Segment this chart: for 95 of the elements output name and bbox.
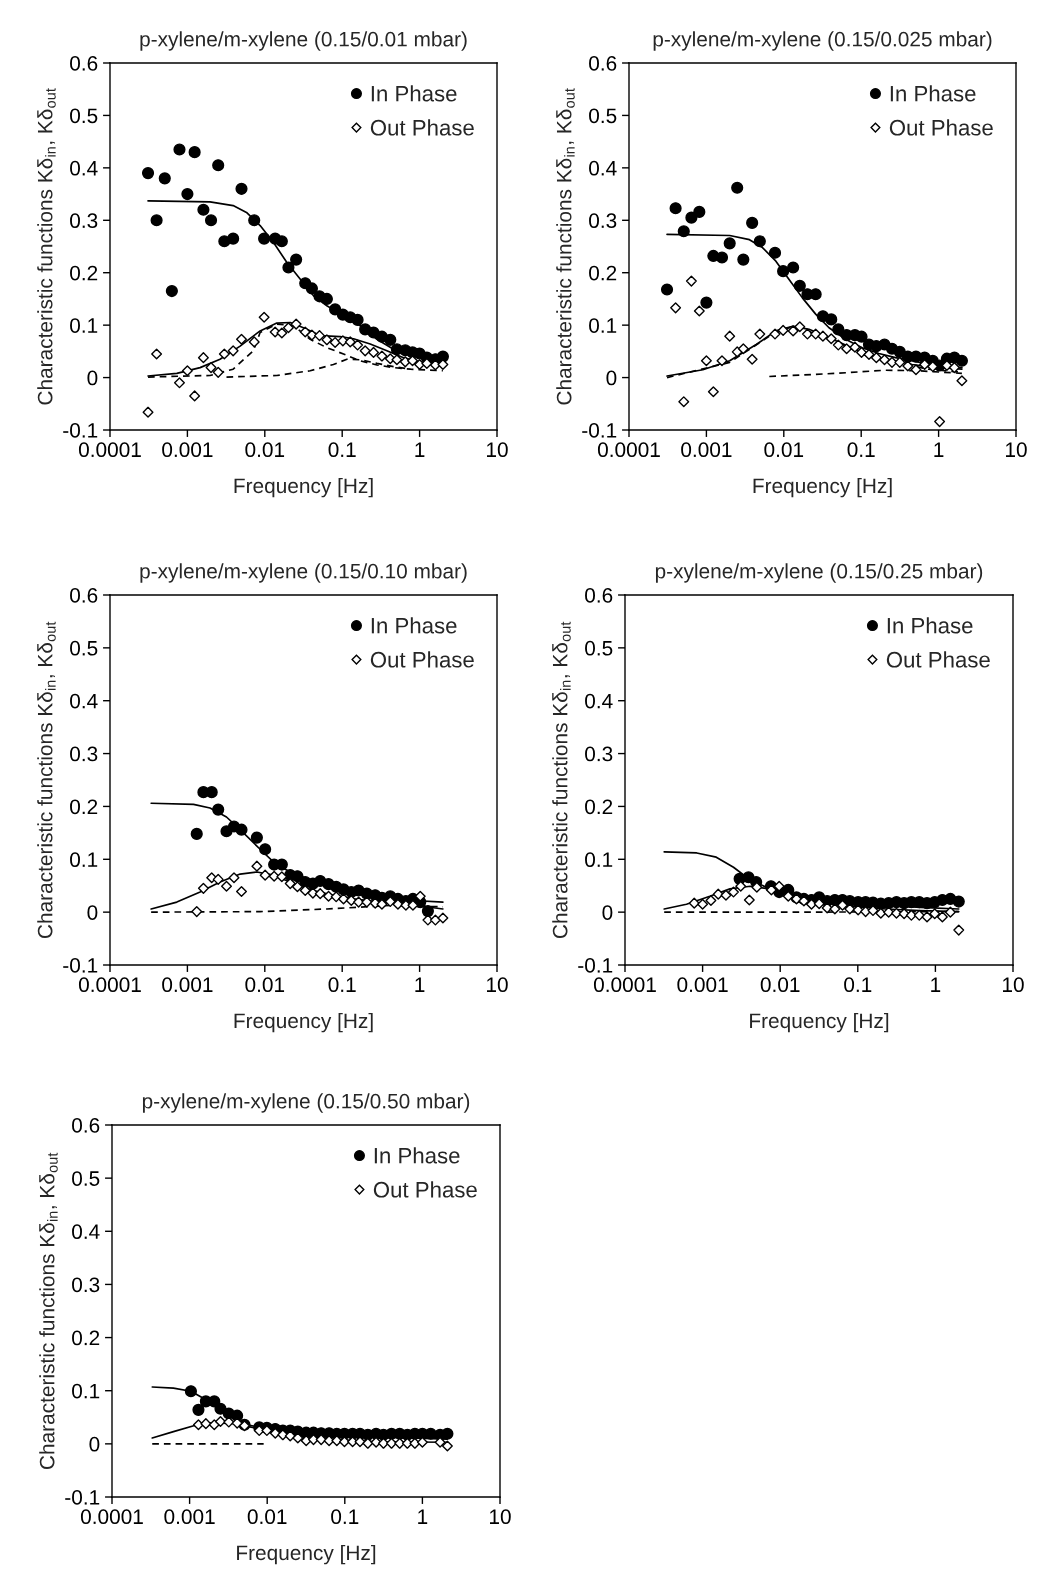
legend-label: In Phase	[371, 617, 457, 634]
x-tick-label: 0.0001	[80, 1509, 143, 1525]
y-tick-label: -0.1	[65, 1490, 100, 1505]
x-tick-label: 0.001	[162, 442, 213, 458]
legend-label: Out Phase	[373, 1181, 477, 1198]
x-tick-label: 10	[487, 442, 508, 458]
x-tick-label: 0.1	[847, 442, 875, 458]
y-tick-label: 0.5	[585, 640, 613, 656]
y-tick-label: 0.3	[70, 746, 98, 762]
x-tick-label: 0.1	[328, 442, 356, 458]
x-tick-label: 1	[931, 977, 941, 992]
y-tick-label: 0.1	[72, 1383, 100, 1399]
legend-label: Out Phase	[370, 119, 474, 136]
x-tick-label: 1	[418, 1509, 428, 1524]
x-tick-label: 0.0001	[593, 977, 656, 993]
chart-title: p-xylene/m-xylene (0.15/0.01 mbar)	[140, 31, 467, 51]
x-tick-label: 0.001	[677, 977, 728, 993]
y-tick-label: -0.1	[63, 958, 98, 973]
x-tick-label: 0.01	[247, 1509, 287, 1525]
y-tick-label: 0.1	[589, 318, 617, 333]
y-tick-label: 0.1	[585, 852, 613, 868]
y-tick-label: 0.6	[70, 588, 98, 603]
x-tick-label: 0.01	[245, 442, 285, 458]
y-tick-label: 0.3	[72, 1277, 100, 1293]
x-axis-title: Frequency [Hz]	[234, 477, 373, 498]
y-tick-label: 0.4	[589, 160, 617, 176]
y-axis-title: Characteristic functions Kδ$_{in}$, Kδ$_{out}$	[37, 621, 56, 938]
legend-label: In Phase	[371, 85, 457, 102]
x-tick-label: 0.001	[162, 977, 213, 993]
y-tick-label: 0.2	[70, 265, 98, 281]
y-tick-label: 0.1	[70, 852, 98, 868]
x-axis-title: Frequency [Hz]	[234, 1012, 373, 1033]
y-tick-label: -0.1	[63, 423, 98, 438]
y-axis-title: Characteristic functions Kδ$_{in}$, Kδ$_{out}$	[39, 1152, 58, 1469]
x-axis-title: Frequency [Hz]	[750, 1012, 889, 1033]
y-tick-label: 0.6	[585, 588, 613, 603]
x-tick-label: 0.1	[331, 1509, 359, 1525]
legend-label: In Phase	[890, 85, 976, 102]
y-tick-label: 0.3	[70, 213, 98, 229]
y-tick-label: 0.5	[72, 1171, 100, 1186]
y-tick-label: 0	[606, 370, 617, 386]
y-tick-label: 0.5	[70, 640, 98, 656]
x-tick-label: 0.1	[844, 977, 872, 993]
y-tick-label: 0.5	[70, 108, 98, 124]
y-axis-title: Characteristic functions Kδ$_{in}$, Kδ$_{out}$	[556, 88, 575, 405]
x-tick-label: 0.001	[164, 1509, 215, 1525]
x-tick-label: 0.0001	[78, 977, 141, 993]
y-tick-label: 0.5	[589, 108, 617, 124]
y-tick-label: 0.6	[70, 56, 98, 71]
legend-label: Out Phase	[889, 119, 993, 136]
legend-label: In Phase	[887, 617, 973, 634]
y-tick-label: 0	[89, 1436, 100, 1452]
x-axis-title: Frequency [Hz]	[753, 477, 892, 498]
y-tick-label: -0.1	[578, 958, 613, 973]
y-tick-label: 0	[87, 905, 98, 920]
y-tick-label: 0	[87, 370, 98, 386]
x-tick-label: 1	[934, 442, 944, 457]
y-tick-label: 0.4	[70, 693, 98, 709]
x-tick-label: 0.01	[760, 977, 800, 993]
x-axis-title: Frequency [Hz]	[237, 1544, 376, 1565]
x-tick-label: 1	[415, 977, 425, 992]
chart-title: p-xylene/m-xylene (0.15/0.25 mbar)	[655, 563, 983, 583]
y-tick-label: 0.2	[585, 799, 613, 815]
y-tick-label: 0.4	[585, 693, 613, 709]
x-tick-label: 0.01	[764, 442, 804, 458]
chart-title: p-xylene/m-xylene (0.15/0.025 mbar)	[653, 31, 992, 51]
chart-title: p-xylene/m-xylene (0.15/0.10 mbar)	[140, 563, 467, 583]
x-tick-label: 0.0001	[597, 442, 660, 458]
y-tick-label: 0.3	[589, 213, 617, 229]
y-axis-title: Characteristic functions Kδ$_{in}$, Kδ$_{out}$	[37, 88, 56, 405]
chart-title: p-xylene/m-xylene (0.15/0.50 mbar)	[142, 1093, 470, 1113]
y-tick-label: 0	[602, 905, 613, 920]
x-tick-label: 0.001	[681, 442, 732, 458]
x-tick-label: 1	[415, 442, 425, 457]
y-tick-label: 0.4	[72, 1224, 100, 1240]
y-tick-label: 0.1	[70, 318, 98, 333]
x-tick-label: 10	[1003, 977, 1024, 993]
legend-label: In Phase	[374, 1147, 460, 1164]
y-tick-label: -0.1	[582, 423, 617, 438]
x-tick-label: 0.0001	[78, 442, 141, 458]
y-tick-label: 0.6	[72, 1118, 100, 1133]
y-tick-label: 0.3	[585, 746, 613, 762]
y-axis-title: Characteristic functions Kδ$_{in}$, Kδ$_{out}$	[552, 621, 571, 938]
y-tick-label: 0.2	[70, 799, 98, 815]
x-tick-label: 0.01	[245, 977, 285, 993]
legend-label: Out Phase	[886, 651, 990, 668]
x-tick-label: 10	[490, 1509, 511, 1525]
y-tick-label: 0.2	[589, 265, 617, 281]
legend-label: Out Phase	[370, 651, 474, 668]
y-tick-label: 0.2	[72, 1330, 100, 1346]
x-tick-label: 10	[1006, 442, 1027, 458]
y-tick-label: 0.6	[589, 56, 617, 71]
x-tick-label: 10	[487, 977, 508, 993]
x-tick-label: 0.1	[328, 977, 356, 993]
y-tick-label: 0.4	[70, 160, 98, 176]
